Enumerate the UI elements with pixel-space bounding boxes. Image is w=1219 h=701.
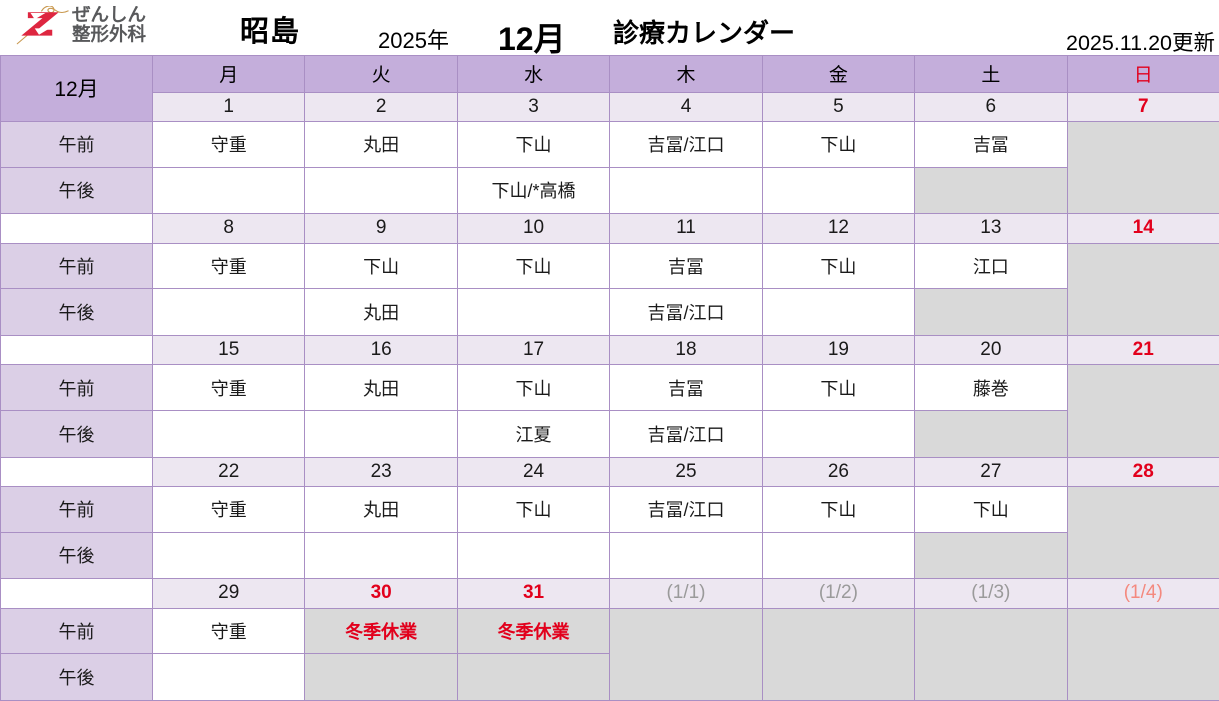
svg-text:整形外科: 整形外科 <box>72 24 147 45</box>
svg-text:ぜんしん: ぜんしん <box>72 6 146 25</box>
